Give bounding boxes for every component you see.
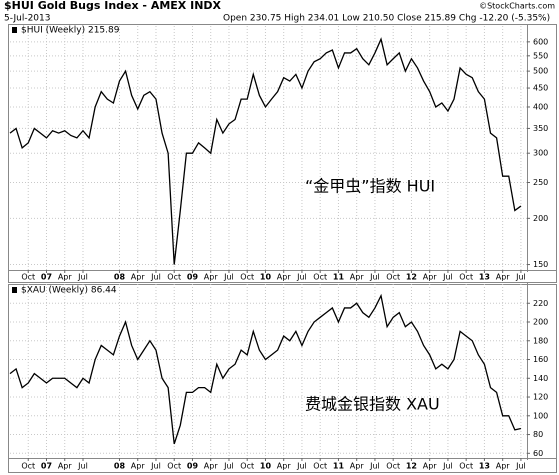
x-tick-label: Oct [167, 462, 181, 471]
x-tick-label: Jul [77, 273, 88, 282]
y-tick-label: 550 [533, 51, 548, 60]
x-tick-label: Jul [223, 462, 234, 471]
x-tick-label: Apr [204, 273, 219, 282]
x-tick-label: Oct [386, 462, 400, 471]
x-tick-label: Apr [58, 462, 73, 471]
x-tick-label: Jul [369, 273, 380, 282]
x-tick-label: Jul [369, 462, 380, 471]
annotation: “金甲虫”指数 HUI [305, 177, 435, 196]
x-tick-label: Jul [150, 462, 161, 471]
x-tick-label: Apr [131, 273, 146, 282]
x-tick-label: 09 [187, 273, 199, 282]
y-tick-label: 200 [533, 214, 548, 223]
legend-icon [12, 27, 17, 33]
y-tick-label: 220 [533, 299, 548, 308]
x-tick-label: Jul [442, 462, 453, 471]
y-tick-label: 80 [533, 430, 543, 439]
x-tick-label: 07 [41, 462, 52, 471]
x-tick-label: Apr [131, 462, 146, 471]
y-tick-label: 120 [533, 393, 548, 402]
y-tick-label: 350 [533, 124, 548, 133]
x-tick-label: 07 [41, 273, 52, 282]
panel-frame [8, 24, 557, 283]
x-tick-label: Apr [350, 462, 365, 471]
x-tick-label: Apr [496, 273, 511, 282]
x-tick-label: Jul [515, 462, 526, 471]
x-tick-label: Jul [77, 462, 88, 471]
x-tick-label: Apr [277, 462, 292, 471]
legend-label: $HUI (Weekly) 215.89 [21, 26, 120, 36]
x-tick-label: 10 [260, 462, 272, 471]
x-tick-label: Apr [350, 273, 365, 282]
header-date: 5-Jul-2013 [4, 14, 51, 24]
x-tick-label: Apr [58, 273, 73, 282]
panel-frame [8, 284, 557, 473]
x-tick-label: 08 [114, 273, 126, 282]
x-tick-label: Jul [296, 462, 307, 471]
y-tick-label: 450 [533, 84, 548, 93]
x-tick-label: 12 [406, 273, 417, 282]
y-tick-label: 100 [533, 411, 548, 420]
x-tick-label: Oct [313, 273, 327, 282]
x-tick-label: Jul [150, 273, 161, 282]
x-tick-label: Oct [459, 273, 473, 282]
y-tick-label: 60 [533, 449, 543, 458]
y-tick-label: 400 [533, 102, 548, 111]
price-line [9, 293, 522, 445]
x-tick-label: 11 [333, 462, 345, 471]
x-tick-label: Oct [21, 273, 35, 282]
y-tick-label: 180 [533, 336, 548, 345]
y-tick-label: 500 [533, 67, 548, 76]
x-tick-label: Apr [423, 273, 438, 282]
x-tick-label: Oct [240, 273, 254, 282]
price-line [9, 37, 522, 265]
x-tick-label: Apr [204, 462, 219, 471]
x-tick-label: 09 [187, 462, 199, 471]
x-tick-label: Apr [277, 273, 292, 282]
x-tick-label: Jul [442, 273, 453, 282]
credit: ©StockCharts.com [479, 2, 555, 11]
x-tick-label: 08 [114, 462, 126, 471]
x-tick-label: 13 [479, 462, 490, 471]
x-tick-label: 12 [406, 462, 417, 471]
x-tick-label: 11 [333, 273, 345, 282]
y-tick-label: 300 [533, 149, 548, 158]
header-quote: Open 230.75 High 234.01 Low 210.50 Close… [223, 14, 550, 24]
x-tick-label: Apr [423, 462, 438, 471]
x-tick-label: Oct [240, 462, 254, 471]
y-tick-label: 140 [533, 374, 548, 383]
x-tick-label: 10 [260, 273, 272, 282]
x-tick-label: Jul [515, 273, 526, 282]
x-tick-label: Jul [223, 273, 234, 282]
y-tick-label: 600 [533, 37, 548, 46]
y-tick-label: 160 [533, 355, 548, 364]
annotation: 费城金银指数 XAU [305, 395, 440, 414]
legend-label: $XAU (Weekly) 86.44 [21, 286, 117, 296]
x-tick-label: Oct [386, 273, 400, 282]
x-tick-label: Oct [459, 462, 473, 471]
x-tick-label: Oct [313, 462, 327, 471]
header-title: $HUI Gold Bugs Index - AMEX INDX [4, 0, 222, 12]
y-tick-label: 250 [533, 178, 548, 187]
x-tick-label: Oct [167, 273, 181, 282]
x-tick-label: Oct [21, 462, 35, 471]
y-tick-label: 200 [533, 318, 548, 327]
x-tick-label: 13 [479, 273, 490, 282]
x-tick-label: Jul [296, 273, 307, 282]
legend-icon [12, 287, 17, 293]
y-tick-label: 150 [533, 260, 548, 269]
x-tick-label: Apr [496, 462, 511, 471]
